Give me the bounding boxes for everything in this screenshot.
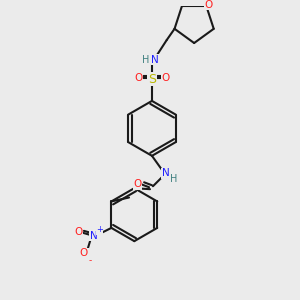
Text: O: O [74, 227, 82, 237]
Text: N: N [162, 169, 170, 178]
Text: +: + [96, 225, 103, 234]
Text: O: O [162, 73, 170, 83]
Text: N: N [90, 231, 98, 241]
Text: O: O [80, 248, 88, 258]
Text: H: H [142, 55, 150, 65]
Text: N: N [151, 55, 159, 65]
Text: O: O [133, 179, 141, 189]
Text: H: H [170, 174, 177, 184]
Text: -: - [88, 256, 91, 265]
Text: S: S [148, 73, 156, 86]
Text: O: O [134, 73, 142, 83]
Text: O: O [204, 0, 212, 10]
